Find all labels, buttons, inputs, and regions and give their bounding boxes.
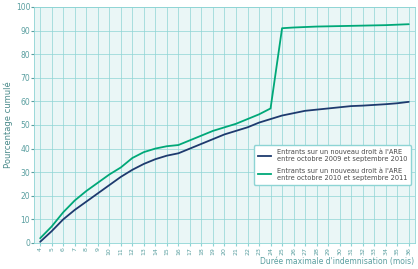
X-axis label: Durée maximale d'indemnisation (mois): Durée maximale d'indemnisation (mois) — [260, 257, 415, 266]
Y-axis label: Pourcentage cumulé: Pourcentage cumulé — [3, 82, 13, 168]
Legend: Entrants sur un nouveau droit à l'ARE
entre octobre 2009 et septembre 2010, Entr: Entrants sur un nouveau droit à l'ARE en… — [254, 146, 411, 185]
